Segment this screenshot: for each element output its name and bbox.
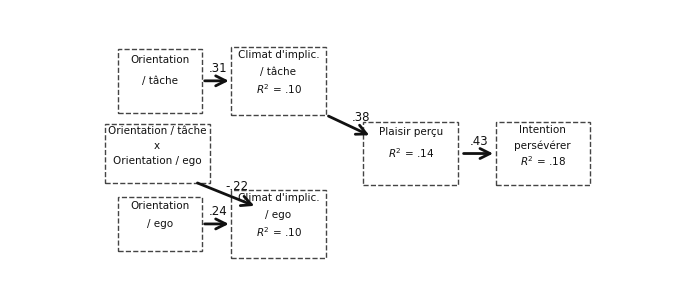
- Text: Climat d'implic.: Climat d'implic.: [237, 50, 319, 60]
- Text: $R^2$ = .10: $R^2$ = .10: [255, 82, 301, 96]
- FancyBboxPatch shape: [231, 190, 326, 258]
- Text: Orientation / ego: Orientation / ego: [113, 156, 201, 166]
- Text: -.22: -.22: [226, 180, 248, 193]
- Text: / ego: / ego: [265, 210, 292, 220]
- FancyBboxPatch shape: [104, 124, 209, 183]
- FancyBboxPatch shape: [118, 49, 202, 113]
- FancyBboxPatch shape: [231, 47, 326, 115]
- Text: Orientation / tâche: Orientation / tâche: [108, 126, 207, 136]
- Text: persévérer: persévérer: [514, 140, 571, 151]
- Text: .38: .38: [351, 111, 370, 124]
- Text: / ego: / ego: [147, 219, 173, 229]
- Text: Orientation: Orientation: [130, 55, 189, 65]
- Text: / tâche: / tâche: [260, 67, 296, 77]
- FancyBboxPatch shape: [496, 122, 590, 185]
- Text: Plaisir perçu: Plaisir perçu: [379, 127, 443, 137]
- Text: .24: .24: [209, 205, 228, 218]
- Text: Orientation: Orientation: [130, 201, 189, 211]
- Text: .43: .43: [470, 135, 489, 148]
- Text: $R^2$ = .14: $R^2$ = .14: [388, 147, 434, 160]
- Text: .31: .31: [209, 62, 228, 75]
- FancyBboxPatch shape: [118, 197, 202, 251]
- Text: $R^2$ = .10: $R^2$ = .10: [255, 226, 301, 239]
- Text: Climat d'implic.: Climat d'implic.: [237, 194, 319, 203]
- Text: $R^2$ = .18: $R^2$ = .18: [520, 155, 566, 168]
- Text: / tâche: / tâche: [142, 76, 177, 86]
- Text: Intention: Intention: [519, 125, 567, 135]
- FancyBboxPatch shape: [363, 122, 458, 185]
- Text: x: x: [154, 141, 160, 151]
